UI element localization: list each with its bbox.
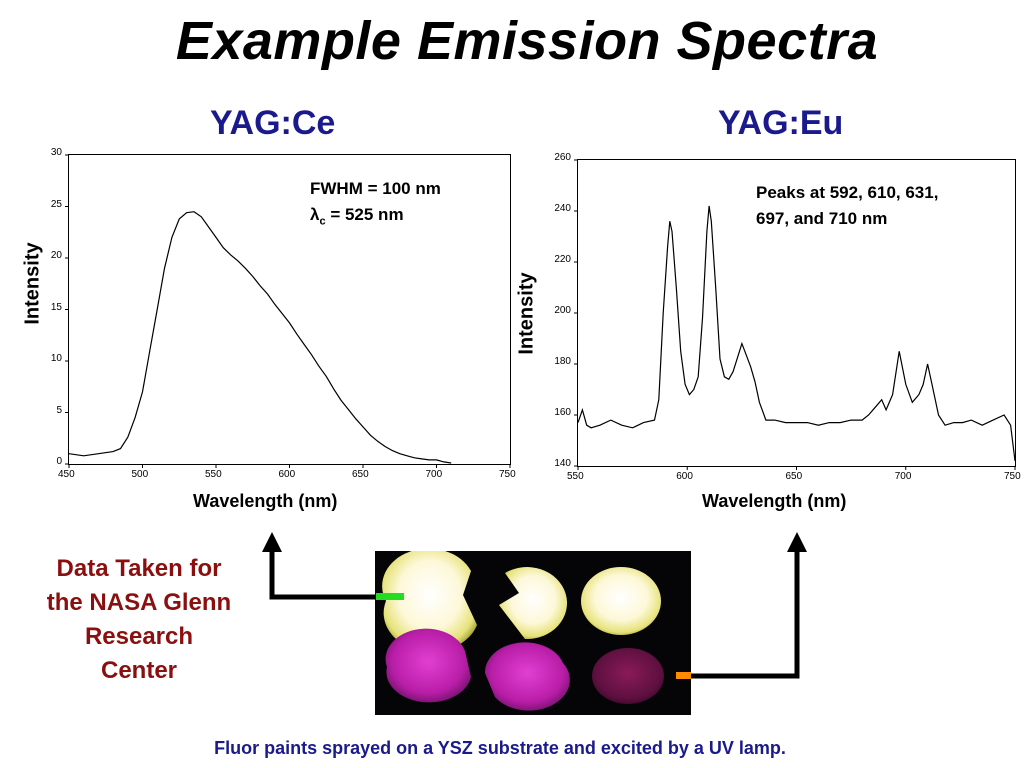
note-line: Center (100, 657, 178, 684)
x-tick-label: 750 (499, 469, 516, 480)
figure-caption: Fluor paints sprayed on a YSZ substrate … (214, 738, 786, 758)
x-axis-label: Wavelength (nm) (702, 491, 847, 511)
y-tick-label: 180 (554, 356, 571, 367)
x-tick-label: 650 (352, 469, 369, 480)
lambda-value: = 525 nm (325, 205, 404, 224)
note-line: Research (84, 623, 194, 650)
y-tick-label: 240 (554, 203, 571, 214)
y-tick-label: 5 (56, 404, 62, 416)
left-arrow-line (269, 548, 376, 600)
peaks-line-2: 697, and 710 nm (756, 209, 888, 228)
left-chart-title: YAG:Ce (210, 104, 336, 142)
y-tick-label: 20 (50, 250, 62, 261)
sample-photo (375, 551, 691, 715)
plot-svg (65, 154, 511, 468)
y-tick-label: 0 (56, 456, 62, 467)
right-chart-annotation: Peaks at 592, 610, 631, 697, and 710 nm (756, 180, 938, 232)
y-tick-label: 260 (554, 152, 571, 163)
y-tick-label: 25 (50, 198, 62, 210)
peaks-line-1: Peaks at 592, 610, 631, (756, 183, 939, 202)
y-tick-label: 160 (554, 407, 571, 418)
note-line: the NASA Glenn (46, 589, 232, 616)
page-title: Example Emission Spectra (175, 11, 879, 71)
left-chart-annotation: FWHM = 100 nm λc = 525 nm (310, 176, 441, 234)
plot-svg (574, 159, 1016, 470)
lambda-subscript: c (319, 215, 326, 228)
spectrum-line (577, 205, 1016, 461)
y-tick-label: 30 (50, 147, 62, 158)
magenta-sample-1 (385, 628, 471, 703)
right-arrow-line (690, 548, 800, 679)
plot-area (574, 159, 1016, 470)
plot-area (65, 154, 511, 468)
yellow-sample-3 (581, 567, 661, 635)
left-arrow-head (262, 532, 282, 552)
x-tick-label: 450 (58, 469, 75, 480)
fwhm-label: FWHM = 100 nm (310, 179, 441, 198)
note-line: Data Taken for (56, 555, 222, 582)
x-tick-label: 550 (205, 469, 222, 480)
right-arrow-head (787, 532, 807, 552)
x-tick-label: 650 (785, 471, 803, 482)
spectrum-line (68, 211, 452, 464)
y-tick-label: 140 (554, 458, 571, 469)
right-chart-title: YAG:Eu (718, 104, 844, 142)
x-tick-label: 550 (567, 471, 584, 482)
sample-photo-drawing (382, 551, 664, 711)
x-tick-label: 700 (894, 471, 912, 482)
y-tick-label: 220 (554, 254, 571, 265)
lambda-symbol: λ (310, 205, 320, 224)
x-tick-label: 750 (1004, 471, 1021, 482)
green-marker (376, 593, 404, 600)
y-tick-label: 10 (50, 353, 62, 364)
x-tick-label: 500 (131, 469, 149, 480)
lambda-label: λc = 525 nm (310, 202, 441, 234)
magenta-sample-2 (484, 642, 570, 711)
x-tick-label: 600 (278, 469, 296, 480)
yellow-sample-1 (382, 551, 477, 652)
y-tick-label: 200 (554, 305, 571, 316)
y-tick-label: 15 (50, 301, 62, 313)
dark-sample-3 (592, 648, 664, 704)
orange-marker (676, 672, 691, 679)
x-tick-label: 700 (425, 469, 443, 480)
x-tick-label: 600 (676, 471, 693, 482)
x-axis-label: Wavelength (nm) (193, 491, 338, 511)
yellow-sample-2 (499, 567, 568, 640)
data-source-note: Data Taken for the NASA Glenn Research C… (18, 552, 260, 688)
